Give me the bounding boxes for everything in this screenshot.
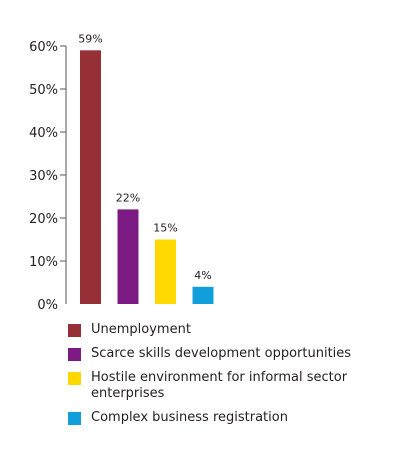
legend-item: Unemployment bbox=[68, 322, 388, 338]
y-tick-label: 10% bbox=[29, 255, 58, 270]
bar-value-label: 22% bbox=[116, 191, 140, 204]
bar-4 bbox=[192, 286, 214, 304]
bar-chart: 0% 10% 20% 30% 40% 50% 60% 59% 22% 15% 4% bbox=[29, 32, 214, 313]
legend-swatch bbox=[68, 412, 81, 425]
legend-swatch bbox=[68, 324, 81, 337]
y-tick-label: 20% bbox=[29, 212, 58, 227]
legend-item: Scarce skills development opportunities bbox=[68, 346, 388, 362]
legend-label: Unemployment bbox=[91, 322, 191, 337]
bar-3 bbox=[155, 239, 176, 304]
y-tick-label: 60% bbox=[29, 40, 58, 55]
bar-2 bbox=[117, 209, 139, 304]
y-tick-label: 30% bbox=[29, 169, 58, 184]
legend: Unemployment Scarce skills development op… bbox=[68, 322, 388, 434]
y-axis-ticks: 0% 10% 20% 30% 40% 50% 60% bbox=[29, 40, 66, 313]
legend-item: Complex business registration bbox=[68, 410, 388, 426]
y-tick-label: 50% bbox=[29, 83, 58, 98]
y-tick-label: 40% bbox=[29, 126, 58, 141]
legend-swatch bbox=[68, 348, 81, 361]
legend-swatch bbox=[68, 372, 81, 385]
bar-value-label: 15% bbox=[153, 222, 177, 235]
bars: 59% 22% 15% 4% bbox=[78, 32, 214, 304]
legend-label: Complex business registration bbox=[91, 410, 288, 425]
legend-label: Hostile environment for informal sector … bbox=[91, 370, 348, 401]
y-tick-label: 0% bbox=[37, 298, 58, 313]
legend-item: Hostile environment for informal sector … bbox=[68, 370, 388, 402]
bar-value-label: 59% bbox=[78, 32, 102, 45]
bar-value-label: 4% bbox=[194, 269, 211, 282]
legend-label: Scarce skills development opportunities bbox=[91, 346, 352, 361]
bar-1 bbox=[80, 50, 101, 304]
